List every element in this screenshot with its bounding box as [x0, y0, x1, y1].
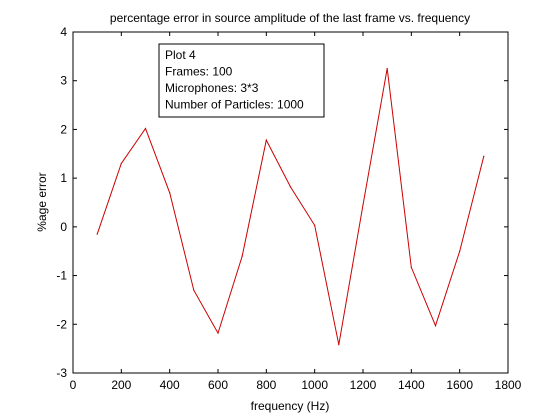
y-tick-label: 2 — [60, 122, 67, 136]
data-point — [483, 155, 485, 157]
data-point — [362, 204, 364, 206]
data-point — [434, 325, 437, 327]
data-point — [265, 139, 267, 141]
data-point — [459, 250, 461, 252]
x-tick-label: 1000 — [301, 378, 328, 392]
y-tick-label: 4 — [60, 25, 67, 39]
annotation-line: Number of Particles: 1000 — [165, 98, 304, 112]
annotation-line: Plot 4 — [165, 48, 196, 62]
x-tick-label: 600 — [208, 378, 228, 392]
y-axis-title: %age error — [35, 172, 49, 231]
data-point — [289, 186, 292, 188]
x-tick-label: 200 — [111, 378, 131, 392]
y-tick-label: -2 — [56, 317, 67, 331]
y-tick-label: -3 — [56, 366, 67, 380]
x-axis-title: frequency (Hz) — [251, 399, 330, 413]
annotation-line: Microphones: 3*3 — [165, 81, 259, 95]
x-tick-label: 1200 — [350, 378, 377, 392]
x-tick-label: 400 — [160, 378, 180, 392]
data-point — [241, 255, 243, 257]
x-tick-label: 1600 — [446, 378, 473, 392]
x-tick-label: 1800 — [495, 378, 522, 392]
data-point — [120, 162, 122, 165]
data-point — [217, 332, 219, 334]
x-tick-label: 1400 — [398, 378, 425, 392]
x-tick-label: 0 — [70, 378, 77, 392]
x-tick-label: 800 — [256, 378, 276, 392]
data-point — [96, 233, 98, 235]
annotation-box: Plot 4 Frames: 100 Microphones: 3*3 Number … — [158, 43, 325, 118]
data-point — [386, 67, 388, 70]
y-tick-label: 3 — [60, 74, 67, 88]
chart-title: percentage error in source amplitude of … — [110, 11, 470, 25]
data-point — [144, 127, 147, 130]
annotation-line: Frames: 100 — [165, 65, 233, 79]
y-tick-label: 1 — [60, 171, 67, 185]
data-point — [338, 344, 340, 346]
annotation-frame — [158, 43, 325, 118]
y-tick-label: -1 — [56, 269, 67, 283]
data-point — [169, 192, 171, 194]
data-point — [193, 289, 195, 291]
y-tick-label: 0 — [60, 220, 67, 234]
data-point — [410, 266, 412, 268]
data-point — [314, 224, 316, 226]
